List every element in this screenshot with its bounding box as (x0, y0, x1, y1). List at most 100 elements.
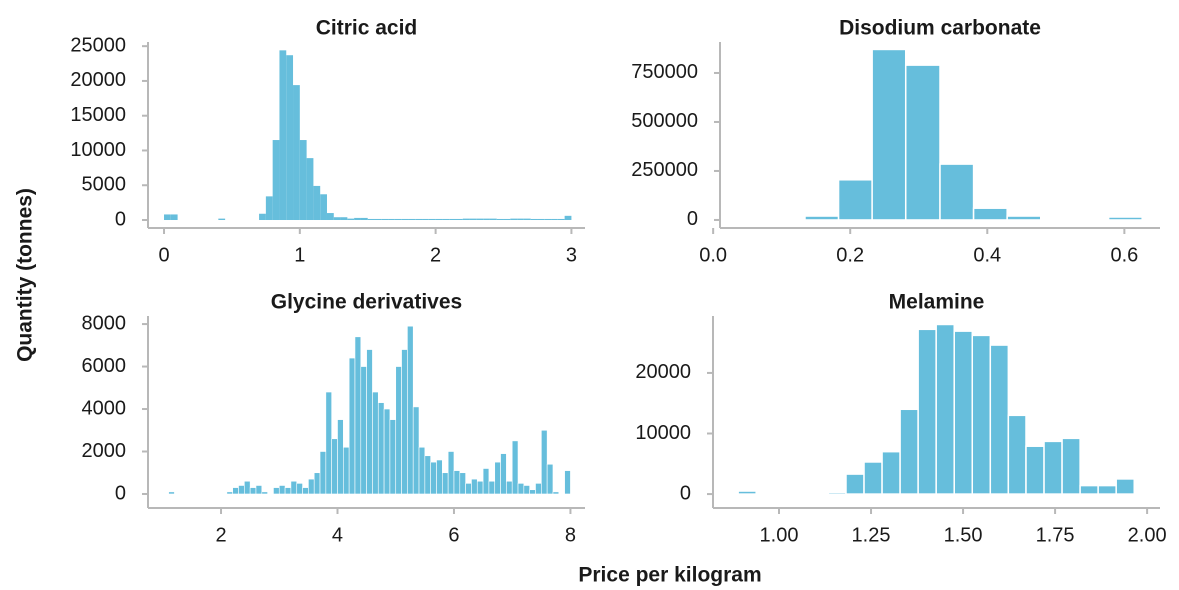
bar (333, 217, 341, 221)
bar (881, 450, 901, 495)
panel-title: Disodium carbonate (839, 17, 1041, 40)
bar (506, 480, 513, 495)
x-tick-label: 0 (158, 244, 169, 266)
x-tick-label: 4 (332, 524, 343, 546)
bar (313, 472, 321, 495)
bar (447, 451, 455, 495)
bar (418, 446, 426, 495)
y-tick-label: 10000 (70, 139, 126, 161)
bar (511, 440, 519, 495)
bar (827, 491, 847, 495)
bar (401, 218, 409, 221)
bar (442, 472, 449, 495)
bar (476, 218, 484, 221)
bar (455, 218, 463, 221)
x-tick-label: 0.6 (1110, 244, 1138, 266)
bar (863, 461, 883, 495)
bar (541, 429, 548, 495)
bar (164, 214, 171, 221)
bar (523, 218, 531, 221)
bar (471, 478, 478, 495)
bar (989, 344, 1010, 495)
bar (366, 349, 373, 495)
x-tick-label: 3 (566, 244, 577, 266)
bar (953, 330, 974, 495)
bar (517, 218, 524, 221)
bar (462, 218, 470, 221)
bar (552, 491, 560, 495)
bar (377, 402, 385, 495)
y-tick-label: 10000 (635, 422, 691, 444)
bar (383, 408, 391, 495)
bar (1061, 437, 1081, 495)
bar (367, 218, 375, 221)
y-axis-label: Quantity (tonnes) (14, 188, 37, 362)
bar (238, 485, 245, 495)
y-tick-label: 0 (687, 208, 698, 230)
bar (1039, 218, 1076, 221)
bar (279, 50, 287, 221)
bar (343, 446, 350, 495)
bar (482, 468, 490, 495)
y-tick-label: 15000 (70, 104, 126, 126)
bar (388, 218, 395, 221)
x-tick-label: 8 (565, 524, 576, 546)
bar (845, 473, 865, 495)
bar (326, 213, 334, 221)
bar (424, 455, 431, 495)
bar (435, 218, 443, 221)
bar (972, 207, 1008, 221)
bar (488, 480, 496, 495)
bar (436, 459, 443, 495)
bar (354, 336, 362, 495)
x-tick-label: 1.25 (852, 524, 891, 546)
y-tick-label: 2000 (82, 440, 127, 462)
bar (337, 419, 344, 495)
bar (469, 218, 477, 221)
bar (347, 218, 355, 221)
y-tick-label: 0 (115, 208, 126, 230)
x-tick-label: 2 (215, 524, 226, 546)
panel-title: Citric acid (316, 17, 418, 40)
bar (395, 366, 402, 495)
bar (408, 218, 416, 221)
bar (1074, 218, 1110, 221)
bar (272, 140, 280, 221)
x-tick-label: 1.75 (1036, 524, 1075, 546)
bar (232, 487, 239, 495)
bar (226, 491, 233, 495)
bar (871, 48, 907, 221)
x-tick-label: 0.2 (836, 244, 864, 266)
bar (1097, 484, 1117, 495)
bar (306, 158, 314, 221)
bar (296, 483, 303, 495)
bar (551, 218, 558, 221)
bar (1007, 414, 1027, 495)
bar (428, 218, 436, 221)
x-tick-label: 0.0 (699, 244, 727, 266)
bar (249, 487, 257, 495)
bar (544, 218, 552, 221)
panel-title: Melamine (889, 291, 985, 314)
panel-title: Glycine derivatives (271, 291, 462, 314)
bar (331, 438, 338, 495)
bar (465, 483, 472, 495)
bar (494, 461, 501, 495)
bar (308, 478, 315, 495)
bar (939, 163, 975, 221)
bar (273, 487, 280, 495)
y-tick-label: 500000 (631, 110, 698, 132)
bar (259, 213, 266, 221)
y-tick-label: 0 (680, 482, 691, 504)
bar (286, 55, 294, 221)
bar (837, 179, 873, 221)
bar (394, 218, 402, 221)
bar (1025, 445, 1045, 495)
y-tick-label: 0 (115, 482, 126, 504)
bar (496, 218, 504, 221)
bar (535, 483, 542, 495)
bar (523, 485, 530, 495)
bar (265, 196, 273, 221)
bar (564, 470, 571, 495)
bar (537, 218, 545, 221)
